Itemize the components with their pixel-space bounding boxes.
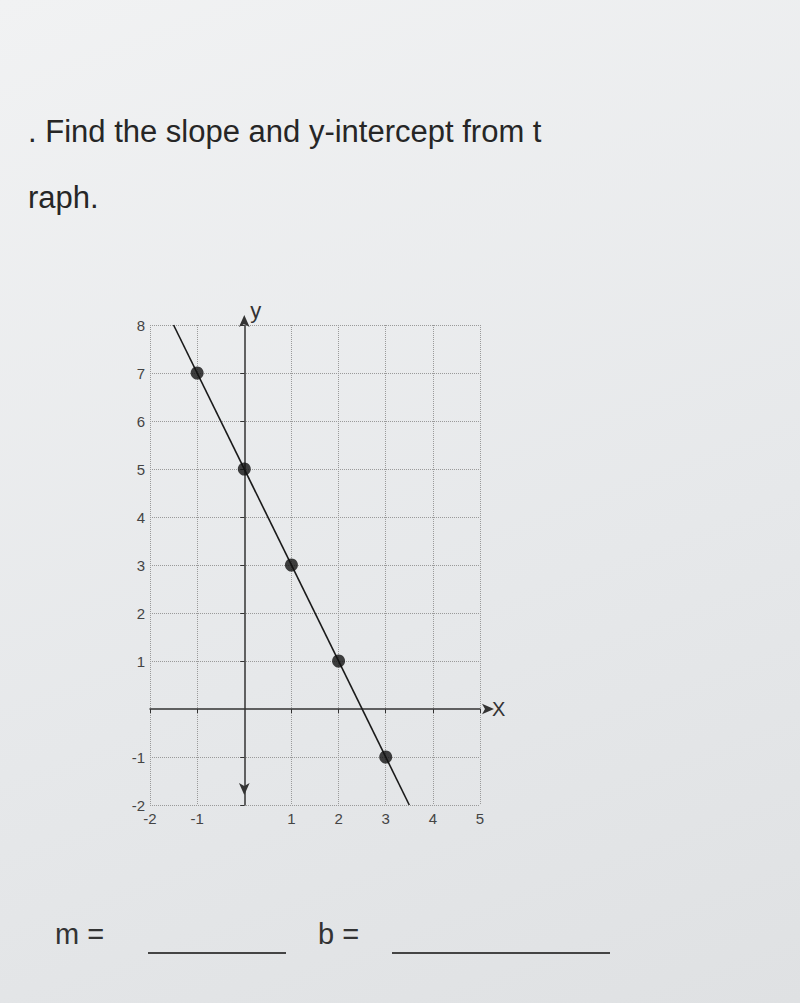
html-text:. Find the slope and y-interce: . Find the slope and y-intercept from t <box>28 114 542 149</box>
svg-text:6: 6 <box>137 413 145 430</box>
svg-text:2: 2 <box>137 605 145 622</box>
svg-text:-1: -1 <box>190 810 203 827</box>
svg-text:4: 4 <box>137 509 145 526</box>
svg-text:1: 1 <box>287 810 295 827</box>
svg-text:4: 4 <box>429 810 437 827</box>
svg-text:3: 3 <box>382 810 390 827</box>
svg-text:5: 5 <box>476 810 484 827</box>
html-text:raph.: raph. <box>28 180 99 215</box>
svg-text:2: 2 <box>334 810 342 827</box>
svg-text:7: 7 <box>137 365 145 382</box>
svg-text:5: 5 <box>137 461 145 478</box>
svg-text:8: 8 <box>137 317 145 334</box>
html-text:b =: b = <box>318 918 360 950</box>
html-text:m =: m = <box>55 918 105 950</box>
svg-text:-1: -1 <box>132 749 145 766</box>
svg-text:3: 3 <box>137 557 145 574</box>
svg-text:-2: -2 <box>131 796 145 814</box>
svg-text:y: y <box>250 298 261 323</box>
svg-text:-2: -2 <box>143 810 156 827</box>
svg-text:1: 1 <box>137 653 145 670</box>
svg-text:X: X <box>492 698 505 720</box>
